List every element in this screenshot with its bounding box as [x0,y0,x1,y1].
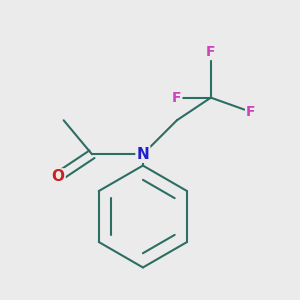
Text: F: F [172,91,182,105]
Text: O: O [52,169,64,184]
Text: F: F [246,105,255,119]
Text: N: N [136,147,149,162]
Text: F: F [206,45,216,59]
